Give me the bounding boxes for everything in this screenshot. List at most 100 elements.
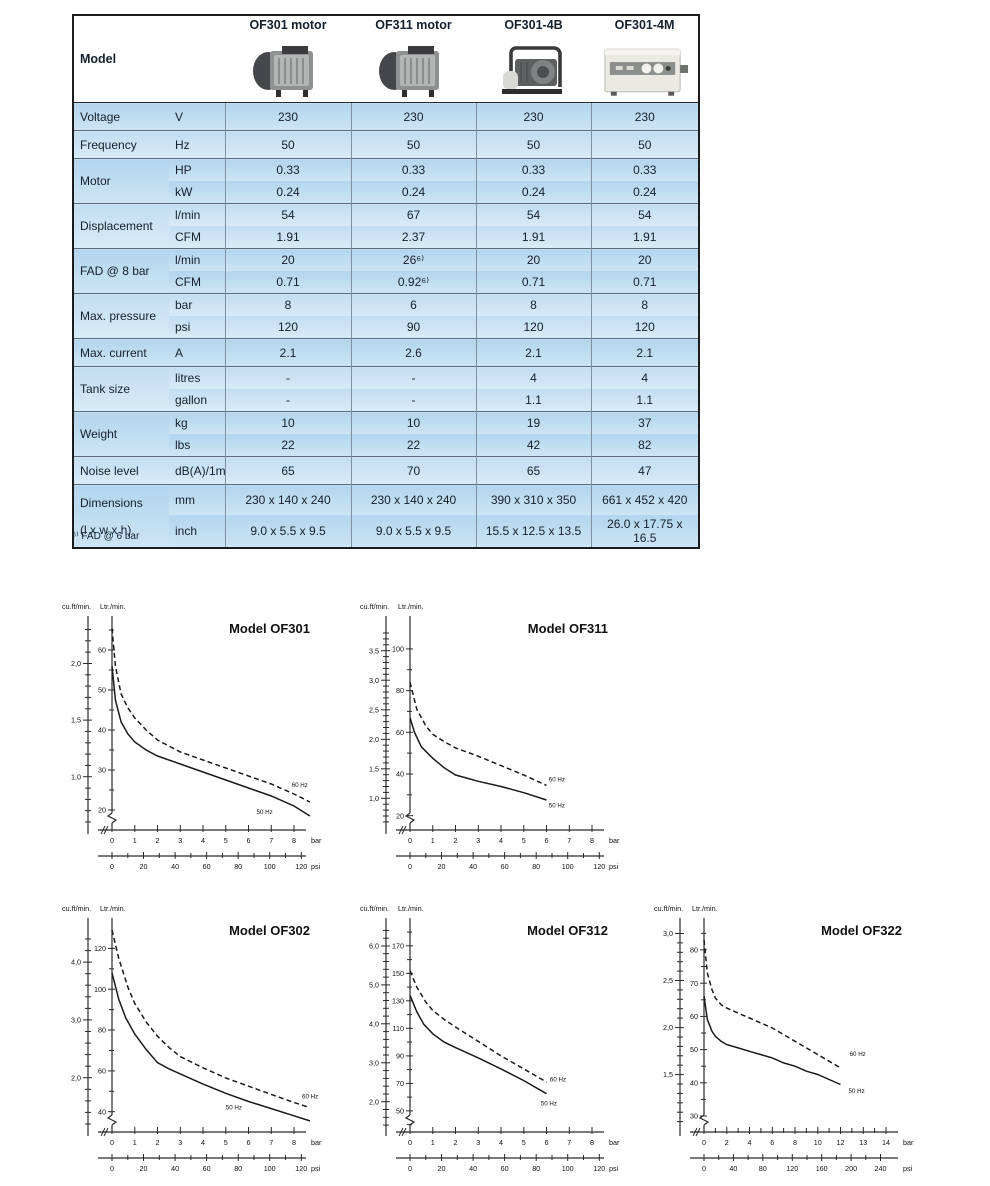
cell-value: 120 bbox=[475, 316, 592, 339]
svg-text:1: 1 bbox=[133, 836, 137, 845]
cell-value: 65 bbox=[475, 456, 592, 485]
svg-text:40: 40 bbox=[396, 770, 404, 779]
table-row: Displacement l/min 54 67 54 54 bbox=[73, 203, 700, 249]
ltr-axis: 20 30 40 50 60 bbox=[98, 616, 118, 830]
svg-text:80: 80 bbox=[234, 1164, 242, 1173]
svg-text:100: 100 bbox=[94, 985, 106, 994]
row-unit: Hz bbox=[169, 130, 226, 159]
cell-value: 47 bbox=[590, 456, 700, 485]
y-axis-ltr-label: Ltr./min. bbox=[398, 904, 424, 913]
chart-of301: cu.ft/min. Ltr./min. Model OF301 1,0 1,5 2,0 2… bbox=[58, 596, 360, 878]
svg-text:240: 240 bbox=[875, 1164, 887, 1173]
svg-text:0: 0 bbox=[408, 1138, 412, 1147]
svg-text:20: 20 bbox=[140, 1164, 148, 1173]
cell-value: 6 bbox=[350, 293, 477, 316]
svg-text:70: 70 bbox=[690, 979, 698, 988]
column-title: OF301-4B bbox=[504, 18, 563, 32]
table-header-of301-4b: OF301-4B bbox=[476, 15, 592, 103]
cell-value: 20 bbox=[224, 248, 352, 271]
table-row: CFM 0.71 0.92⁶⁾ 0.71 0.71 bbox=[73, 271, 700, 294]
svg-text:3: 3 bbox=[178, 1138, 182, 1147]
table-row: psi 120 90 120 120 bbox=[73, 316, 700, 339]
svg-text:80: 80 bbox=[532, 862, 540, 871]
y-axis-ltr-label: Ltr./min. bbox=[692, 904, 718, 913]
cell-value: 230 x 140 x 240 bbox=[350, 484, 477, 515]
svg-text:6,0: 6,0 bbox=[369, 942, 379, 951]
svg-text:4: 4 bbox=[748, 1138, 752, 1147]
svg-text:20: 20 bbox=[396, 811, 404, 820]
svg-text:50: 50 bbox=[690, 1045, 698, 1054]
cell-value: 54 bbox=[224, 203, 352, 226]
cell-value: 20 bbox=[475, 248, 592, 271]
bar-axis: 0 1 2 3 4 5 6 7 8 bar bbox=[396, 825, 620, 845]
table-row: Motor HP 0.33 0.33 0.33 0.33 bbox=[73, 158, 700, 204]
cell-value: 15.5 x 12.5 x 13.5 bbox=[475, 515, 592, 548]
series-50hz bbox=[703, 996, 841, 1086]
series-60hz bbox=[409, 970, 547, 1083]
product-photo-of311-motor bbox=[357, 36, 470, 100]
cuft-axis: 1,0 1,5 2,0 2,5 3,0 3,5 bbox=[369, 616, 390, 834]
cell-value: 20 bbox=[590, 248, 700, 271]
table-header-row: Model OF301 motor OF311 motor OF301-4B bbox=[73, 15, 700, 103]
psi-unit-label: psi bbox=[311, 1164, 321, 1173]
svg-text:3,0: 3,0 bbox=[369, 676, 379, 685]
series-50hz-label: 50 Hz bbox=[849, 1088, 865, 1095]
column-title: OF311 motor bbox=[375, 18, 452, 32]
svg-text:20: 20 bbox=[438, 1164, 446, 1173]
table-row: lbs 22 22 42 82 bbox=[73, 434, 700, 457]
svg-text:0: 0 bbox=[110, 862, 114, 871]
svg-text:7: 7 bbox=[269, 1138, 273, 1147]
table-row: Max. pressure bar 8 6 8 8 bbox=[73, 293, 700, 339]
svg-text:4: 4 bbox=[201, 1138, 205, 1147]
row-label: Weight bbox=[73, 411, 169, 457]
svg-text:0: 0 bbox=[408, 1164, 412, 1173]
cuft-axis: 1,0 1,5 2,0 bbox=[71, 616, 92, 834]
svg-text:4: 4 bbox=[499, 1138, 503, 1147]
cuft-axis: 2,0 3,0 4,0 bbox=[71, 918, 92, 1136]
table-row: FAD @ 8 bar l/min 20 26⁶⁾ 20 20 bbox=[73, 248, 700, 294]
svg-text:80: 80 bbox=[759, 1164, 767, 1173]
cell-value: 2.37 bbox=[350, 226, 477, 249]
cell-value: 230 bbox=[475, 102, 592, 131]
svg-text:120: 120 bbox=[94, 944, 106, 953]
cuft-axis: 1,5 2,0 2,5 3,0 bbox=[663, 918, 684, 1136]
ltr-axis: 40 60 80 100 120 bbox=[94, 918, 118, 1132]
chart-title: Model OF322 bbox=[821, 923, 902, 938]
psi-axis: 0 20 40 60 80 100 120 psi bbox=[98, 852, 321, 871]
cell-value: 54 bbox=[590, 203, 700, 226]
row-unit: A bbox=[169, 338, 226, 367]
cell-value: - bbox=[350, 366, 477, 389]
cell-value: 0.71 bbox=[590, 271, 700, 294]
svg-text:2: 2 bbox=[156, 836, 160, 845]
svg-text:3: 3 bbox=[178, 836, 182, 845]
svg-text:6: 6 bbox=[247, 1138, 251, 1147]
cell-value: 1.1 bbox=[475, 389, 592, 412]
cell-value: 2.6 bbox=[350, 338, 477, 367]
svg-text:60: 60 bbox=[396, 728, 404, 737]
svg-text:2,0: 2,0 bbox=[369, 1097, 379, 1106]
chart-of322: cu.ft/min. Ltr./min. Model OF322 1,5 2,0 2,5 3… bbox=[650, 898, 952, 1180]
series-50hz bbox=[111, 665, 311, 817]
y-axis-cuft-label: cu.ft/min. bbox=[62, 602, 91, 611]
y-axis-cuft-label: cu.ft/min. bbox=[360, 904, 389, 913]
svg-text:90: 90 bbox=[396, 1052, 404, 1061]
svg-text:3: 3 bbox=[476, 1138, 480, 1147]
svg-text:5: 5 bbox=[522, 1138, 526, 1147]
svg-text:10: 10 bbox=[814, 1138, 822, 1147]
svg-text:20: 20 bbox=[438, 862, 446, 871]
series-60hz-label: 60 Hz bbox=[850, 1051, 866, 1058]
cell-value: - bbox=[350, 389, 477, 412]
row-unit: bar bbox=[169, 293, 226, 316]
svg-text:80: 80 bbox=[234, 862, 242, 871]
svg-text:1: 1 bbox=[431, 1138, 435, 1147]
svg-text:14: 14 bbox=[882, 1138, 890, 1147]
svg-text:2,0: 2,0 bbox=[663, 1023, 673, 1032]
ltr-axis: 50 70 90 110 130 150 170 bbox=[392, 918, 416, 1132]
svg-text:13: 13 bbox=[859, 1138, 867, 1147]
product-photo-of301-motor bbox=[231, 36, 345, 100]
product-photo-of301-4b bbox=[482, 36, 585, 100]
cell-value: 390 x 310 x 350 bbox=[475, 484, 592, 515]
series-50hz-label: 50 Hz bbox=[549, 802, 565, 809]
table-header-of311-motor: OF311 motor bbox=[351, 15, 477, 103]
footnote: ⁶⁾ FAD @ 6 bar bbox=[72, 531, 140, 542]
